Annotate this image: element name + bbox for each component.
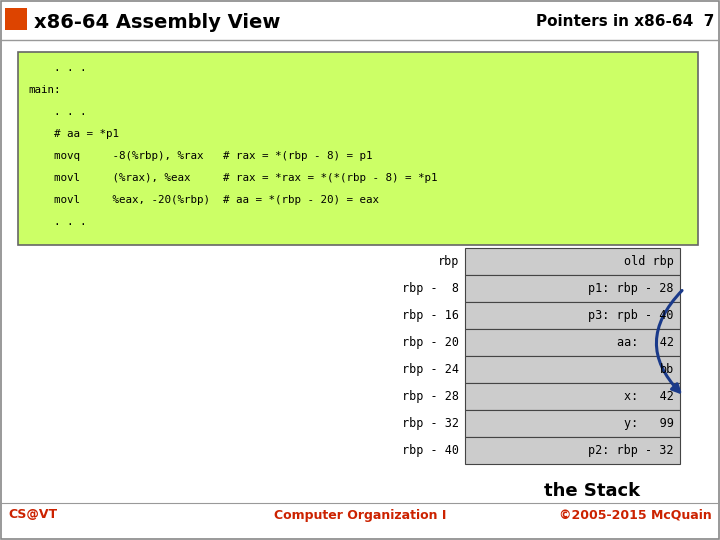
Bar [465, 302, 680, 329]
Text: x:   42: x: 42 [624, 390, 674, 403]
Text: movl     %eax, -20(%rbp)  # aa = *(rbp - 20) = eax: movl %eax, -20(%rbp) # aa = *(rbp - 20) … [28, 195, 379, 205]
Text: old rbp: old rbp [624, 255, 674, 268]
Text: rbp - 40: rbp - 40 [402, 444, 459, 457]
Text: bb: bb [660, 363, 674, 376]
Text: rbp - 24: rbp - 24 [402, 363, 459, 376]
Text: rbp -  8: rbp - 8 [402, 282, 459, 295]
Text: the Stack: the Stack [544, 482, 641, 500]
Text: rbp - 32: rbp - 32 [402, 417, 459, 430]
Bar [465, 356, 680, 383]
Text: CS@VT: CS@VT [8, 509, 57, 522]
Text: rbp: rbp [438, 255, 459, 268]
Bar [465, 383, 680, 410]
Text: . . .: . . . [28, 217, 86, 227]
Text: p3: rpb - 40: p3: rpb - 40 [588, 309, 674, 322]
Text: rbp - 20: rbp - 20 [402, 336, 459, 349]
Text: Computer Organization I: Computer Organization I [274, 509, 446, 522]
Bar [18, 52, 698, 245]
FancyArrowPatch shape [657, 291, 682, 392]
Text: x86-64 Assembly View: x86-64 Assembly View [34, 12, 280, 31]
Text: rbp - 28: rbp - 28 [402, 390, 459, 403]
Text: p1: rbp - 28: p1: rbp - 28 [588, 282, 674, 295]
Bar [465, 329, 680, 356]
Bar [5, 8, 27, 30]
Text: y:   99: y: 99 [624, 417, 674, 430]
Bar [465, 437, 680, 464]
Bar [465, 410, 680, 437]
Text: aa:   42: aa: 42 [617, 336, 674, 349]
Bar [465, 248, 680, 275]
Text: p2: rbp - 32: p2: rbp - 32 [588, 444, 674, 457]
Text: . . .: . . . [28, 107, 86, 117]
Text: Pointers in x86-64  7: Pointers in x86-64 7 [536, 15, 714, 30]
Text: main:: main: [28, 85, 60, 96]
Text: movl     (%rax), %eax     # rax = *rax = *(*(rbp - 8) = *p1: movl (%rax), %eax # rax = *rax = *(*(rbp… [28, 173, 438, 183]
Text: movq     -8(%rbp), %rax   # rax = *(rbp - 8) = p1: movq -8(%rbp), %rax # rax = *(rbp - 8) =… [28, 151, 372, 161]
Text: # aa = *p1: # aa = *p1 [28, 129, 119, 139]
Text: rbp - 16: rbp - 16 [402, 309, 459, 322]
Bar [465, 275, 680, 302]
Text: . . .: . . . [28, 63, 86, 73]
Text: ©2005-2015 McQuain: ©2005-2015 McQuain [559, 509, 712, 522]
